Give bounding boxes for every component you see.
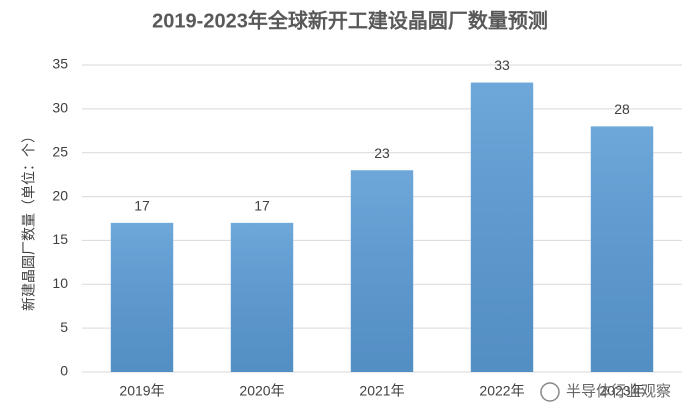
- x-tick-label: 2019年: [119, 383, 164, 399]
- y-tick-label: 5: [60, 319, 68, 335]
- x-tick-label: 2021年: [359, 383, 404, 399]
- value-label: 23: [374, 145, 390, 161]
- y-tick-label: 0: [60, 363, 68, 379]
- bar-shade: [590, 126, 654, 373]
- watermark: 半导体行业观察: [566, 382, 671, 400]
- x-tick-label: 2020年: [239, 383, 284, 399]
- y-tick-label: 35: [52, 56, 68, 72]
- bar-shade: [470, 82, 534, 373]
- value-label: 17: [134, 198, 150, 214]
- x-tick-label: 2023年: [599, 383, 644, 399]
- y-tick-label: 30: [52, 100, 68, 116]
- watermark-icon: [540, 382, 560, 402]
- bar-shade: [230, 222, 294, 372]
- x-tick-label: 2022年: [479, 383, 524, 399]
- chart-title: 2019-2023年全球新开工建设晶圆厂数量预测: [152, 8, 548, 32]
- watermark-group: 半导体行业观察: [540, 382, 671, 402]
- y-axis-label: 新建晶圆厂数量（单位：个）: [21, 129, 37, 311]
- y-tick-label: 20: [52, 187, 68, 203]
- bar-shade: [110, 222, 174, 372]
- value-label: 17: [254, 198, 270, 214]
- value-label: 28: [614, 101, 630, 117]
- bar-shade: [350, 170, 414, 372]
- y-tick-label: 25: [52, 143, 68, 159]
- value-label: 33: [494, 57, 510, 73]
- y-tick-label: 10: [52, 275, 68, 291]
- y-tick-label: 15: [52, 231, 68, 247]
